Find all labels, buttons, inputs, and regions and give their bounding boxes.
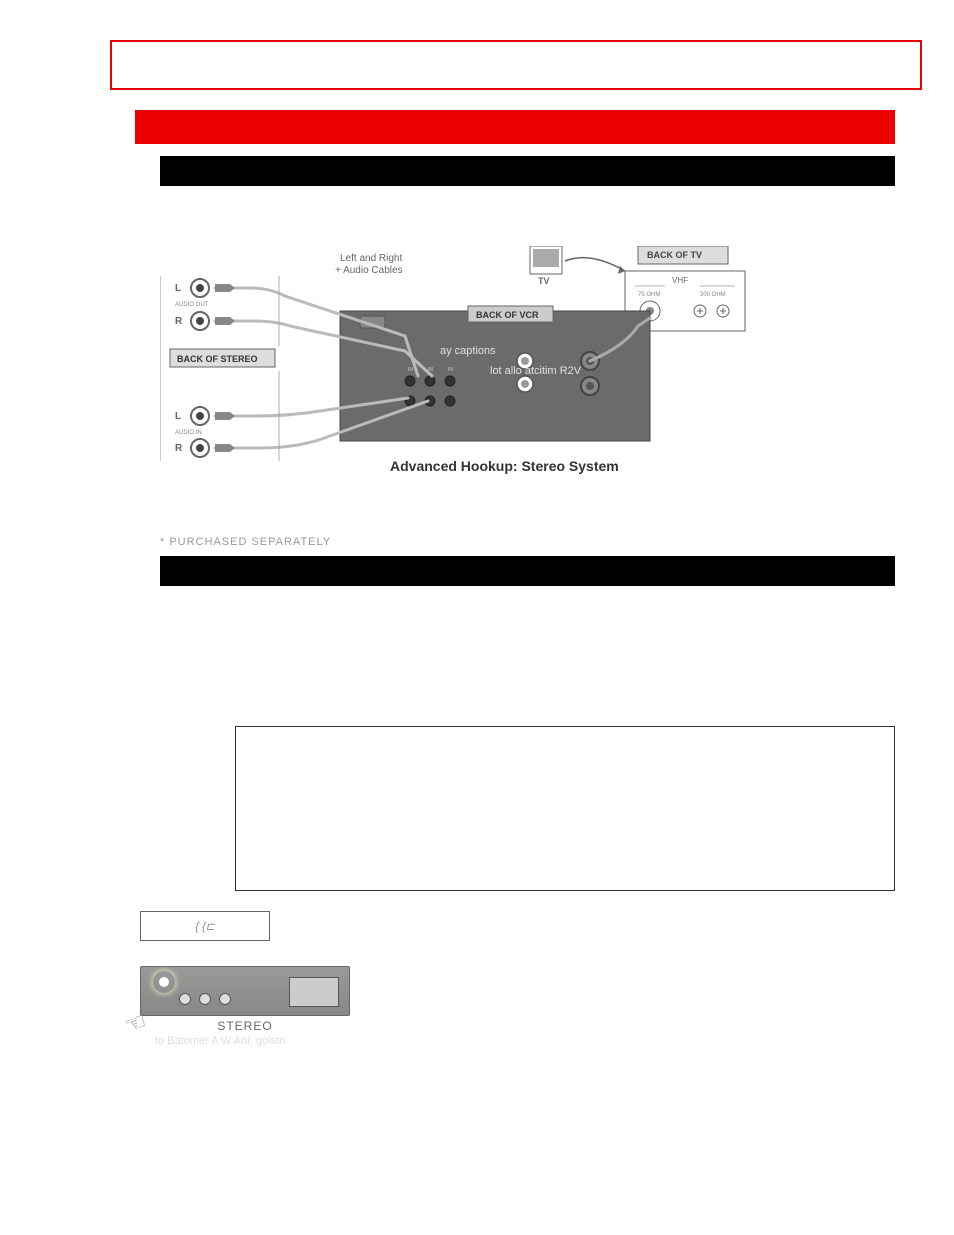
black-divider-bar-lower <box>160 556 895 586</box>
svg-text:L: L <box>175 411 181 422</box>
svg-text:IN: IN <box>448 367 453 373</box>
stereo-label: STEREO <box>140 1019 350 1033</box>
top-red-border-box <box>110 40 922 90</box>
back-of-stereo-label: BACK OF STEREO <box>177 354 258 364</box>
stereo-indicator-light <box>159 977 169 987</box>
faded-text-1: ay captions <box>440 345 496 357</box>
svg-text:IN: IN <box>408 367 413 373</box>
vcr-jack-a1 <box>405 376 415 386</box>
black-divider-bar-top <box>160 156 895 186</box>
ohm-300-label: 300 OHM <box>700 292 726 298</box>
small-box-glyph: { {⊏ <box>195 920 215 933</box>
stereo-knob-3 <box>219 993 231 1005</box>
back-of-tv-label: BACK OF TV <box>647 250 702 260</box>
stereo-display-window <box>289 977 339 1007</box>
red-divider-bar <box>135 110 895 144</box>
svg-text:L: L <box>175 283 181 294</box>
vcr-jack-a3 <box>445 376 455 386</box>
cable-label-line2: + Audio Cables <box>335 265 403 276</box>
vcr-jack-a2 <box>425 376 435 386</box>
stereo-audio-out-panel: L AUDIO OUT R <box>175 279 209 330</box>
hookup-diagram: Left and Right + Audio Cables TV BACK OF… <box>160 246 900 531</box>
stereo-audio-in-panel: L AUDIO IN R <box>175 407 209 457</box>
stereo-body <box>140 966 350 1016</box>
vhf-label: VHF <box>672 276 688 285</box>
tv-label: TV <box>538 276 550 286</box>
hookup-diagram-svg: Left and Right + Audio Cables TV BACK OF… <box>160 246 900 526</box>
svg-text:AUDIO IN: AUDIO IN <box>175 430 202 436</box>
cable-label-line1: Left and Right <box>340 253 402 264</box>
small-display-box: { {⊏ <box>140 911 270 941</box>
faded-bottom-text: to Batomer A W Ani; golstn <box>155 1035 924 1047</box>
stereo-knob-2 <box>199 993 211 1005</box>
stereo-front-panel: ☜ STEREO <box>140 966 350 1033</box>
vcr-jack-b3 <box>445 396 455 406</box>
tv-arrow <box>565 258 625 271</box>
diagram-caption: Advanced Hookup: Stereo System <box>390 458 619 474</box>
stereo-knob-1 <box>179 993 191 1005</box>
ohm-75-label: 75 OHM <box>638 292 660 298</box>
back-of-vcr-label: BACK OF VCR <box>476 310 539 320</box>
svg-text:AUDIO OUT: AUDIO OUT <box>175 302 209 308</box>
purchased-separately-text: * PURCHASED SEPARATELY <box>160 536 924 548</box>
faded-text-2: lot allo atcitim R2V <box>490 365 582 377</box>
svg-text:R: R <box>175 443 183 454</box>
content-placeholder-box <box>235 726 895 891</box>
svg-text:R: R <box>175 316 183 327</box>
